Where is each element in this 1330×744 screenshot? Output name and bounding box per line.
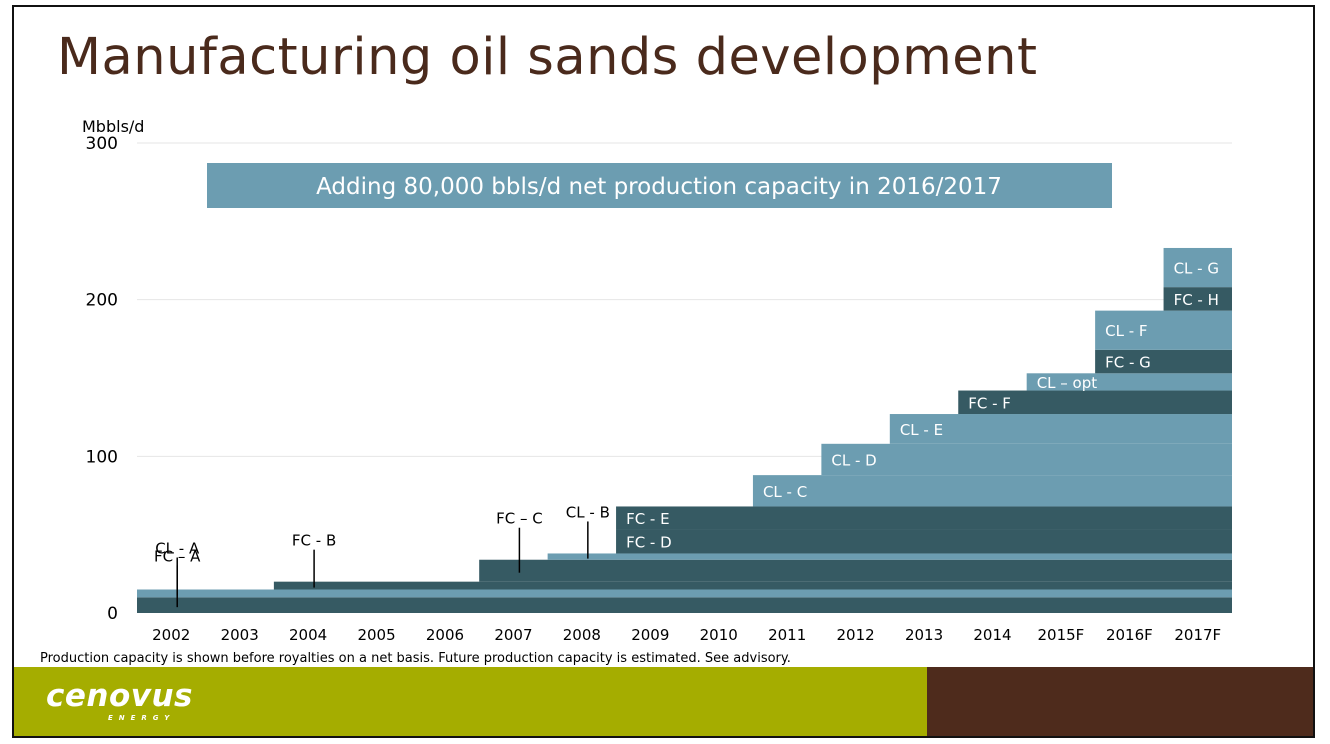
x-tick-label: 2013	[905, 626, 943, 644]
x-tick-label: 2017F	[1174, 626, 1221, 644]
series-label: FC - H	[1174, 291, 1219, 309]
x-tick-label: 2007	[494, 626, 532, 644]
x-tick-label: 2003	[221, 626, 259, 644]
series-label: FC - B	[292, 532, 336, 550]
logo-subtext: ENERGY	[108, 714, 176, 722]
x-tick-label: 2006	[426, 626, 464, 644]
series-band	[1095, 310, 1232, 350]
series-label: FC – A	[154, 547, 201, 565]
footer-band-right	[927, 667, 1313, 736]
x-tick-label: 2010	[700, 626, 738, 644]
cenovus-logo: cenovus	[46, 678, 193, 714]
series-label: FC - G	[1105, 354, 1151, 372]
x-tick-label: 2008	[563, 626, 601, 644]
series-label: FC - F	[968, 394, 1011, 412]
series-label: CL - A	[155, 540, 200, 558]
series-band	[273, 581, 1232, 590]
series-label: FC - E	[626, 510, 670, 528]
series-label: CL - F	[1105, 322, 1147, 340]
x-tick-label: 2005	[357, 626, 395, 644]
series-label: CL – opt	[1037, 374, 1098, 392]
x-tick-label: 2002	[152, 626, 190, 644]
series-band	[137, 589, 1232, 598]
slide-frame	[12, 5, 1315, 738]
series-band	[1163, 287, 1232, 311]
series-band	[616, 506, 1232, 530]
x-tick-label: 2016F	[1106, 626, 1153, 644]
y-tick-label: 200	[86, 291, 118, 311]
series-band	[479, 559, 1232, 582]
y-tick-label: 300	[86, 134, 118, 154]
series-label: CL - C	[763, 483, 807, 501]
footer-band-left	[14, 667, 927, 736]
footnote: Production capacity is shown before roya…	[40, 651, 791, 666]
series-label: CL - E	[900, 421, 943, 439]
x-tick-label: 2014	[973, 626, 1011, 644]
series-label: CL - D	[831, 451, 876, 469]
series-label: CL - B	[566, 503, 610, 521]
series-label: FC - D	[626, 534, 672, 552]
x-tick-label: 2004	[289, 626, 327, 644]
x-tick-label: 2015F	[1038, 626, 1085, 644]
series-band	[752, 475, 1232, 507]
series-band	[137, 597, 1232, 613]
series-band	[889, 414, 1232, 444]
series-band	[1095, 349, 1232, 374]
slide-title: Manufacturing oil sands development	[57, 28, 1038, 87]
series-label: CL - G	[1174, 260, 1219, 278]
banner-text: Adding 80,000 bbls/d net production capa…	[316, 174, 1002, 200]
x-tick-label: 2009	[631, 626, 669, 644]
series-band	[1026, 373, 1232, 391]
banner-box	[207, 163, 1112, 208]
x-tick-label: 2011	[768, 626, 806, 644]
x-tick-label: 2012	[837, 626, 875, 644]
y-axis-label: Mbbls/d	[82, 117, 144, 136]
series-label: FC – C	[496, 510, 543, 528]
series-band	[1163, 247, 1232, 288]
series-band	[547, 553, 1232, 560]
series-band	[821, 443, 1232, 476]
series-band	[958, 390, 1232, 415]
series-band	[616, 529, 1232, 554]
y-tick-label: 100	[86, 447, 118, 467]
y-tick-label: 0	[107, 604, 118, 624]
